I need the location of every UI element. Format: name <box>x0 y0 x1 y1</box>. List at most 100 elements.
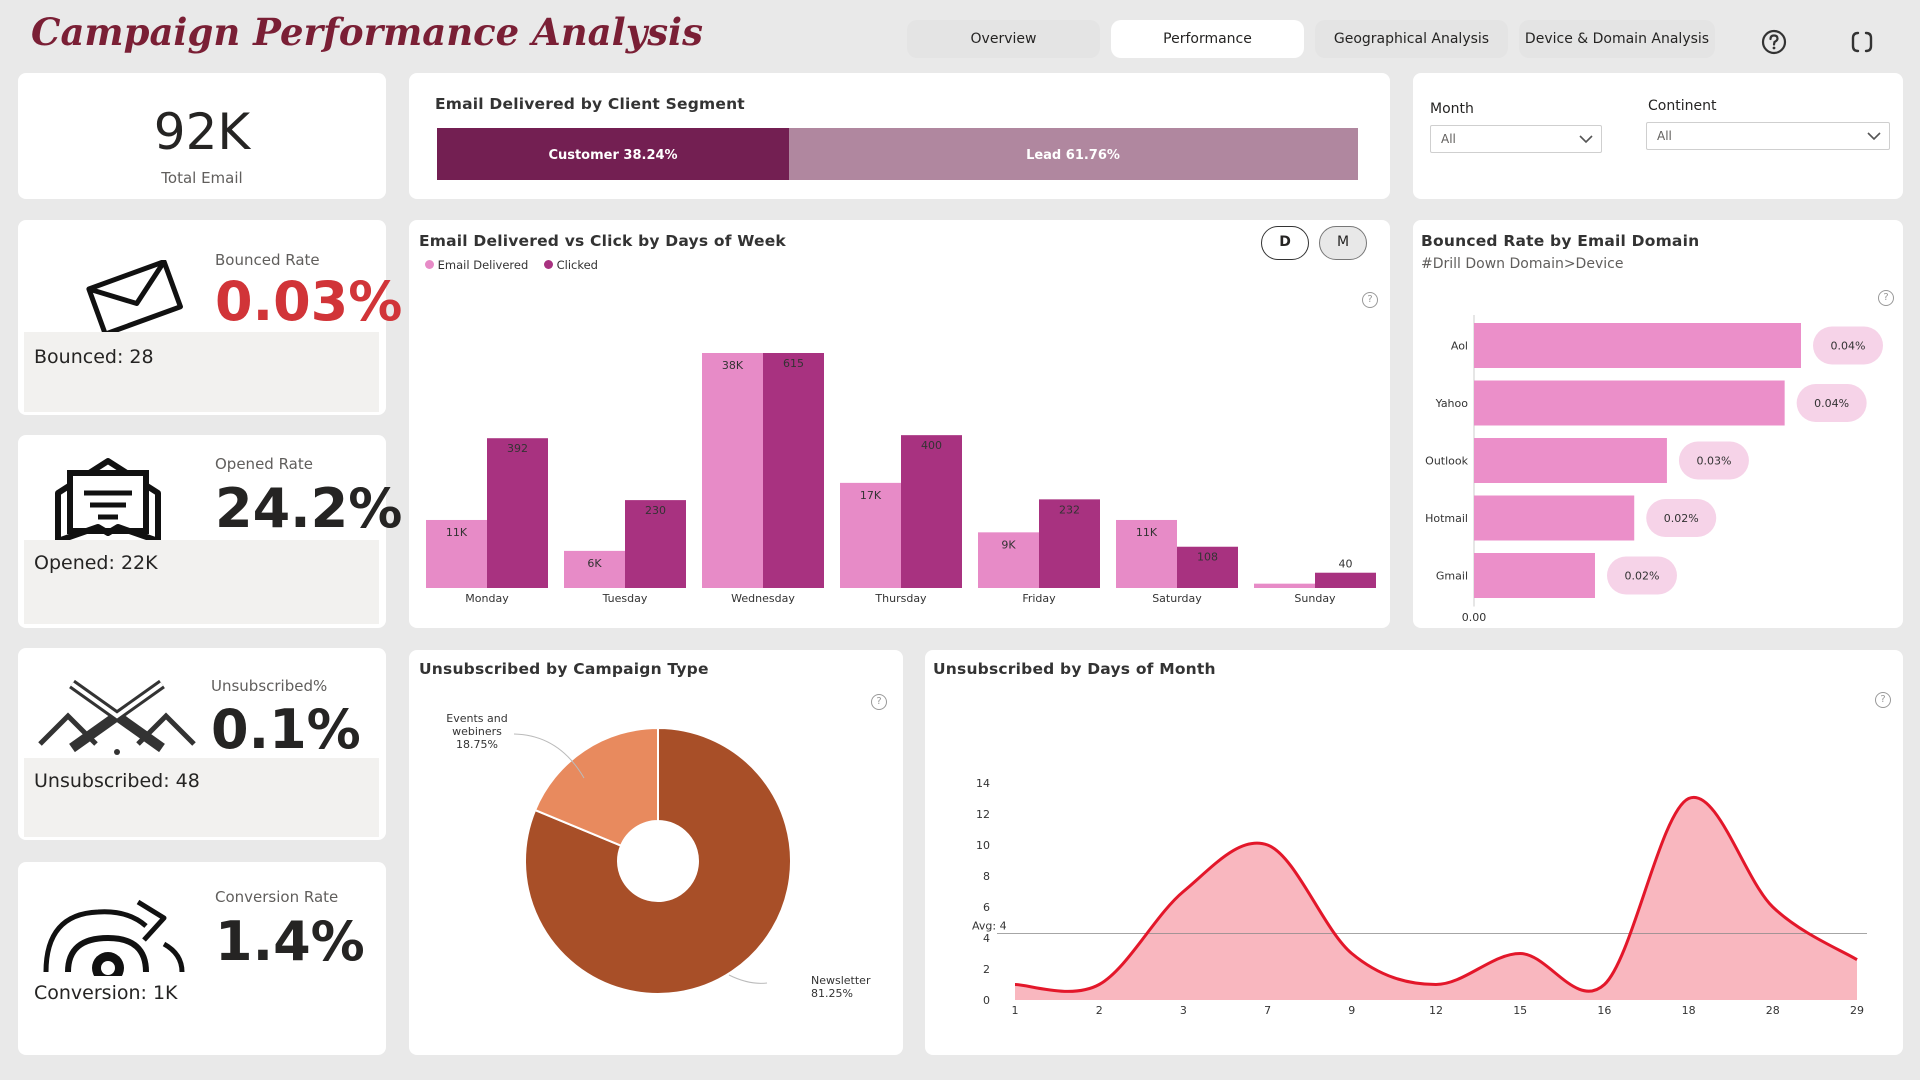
x-tick-label: 3 <box>1180 1004 1187 1017</box>
x-tick-label: 0.00 <box>1462 611 1487 624</box>
days-of-week-chart: 11K 392 Monday 6K 230 Tuesday 38K 615 Wednesday 1… <box>426 353 1376 605</box>
x-tick-label: Monday <box>465 592 509 605</box>
delivered-bar[interactable] <box>702 353 763 588</box>
clicked-bar[interactable] <box>1315 572 1376 588</box>
events-slice[interactable] <box>533 726 659 847</box>
chart-legend: Email Delivered Clicked <box>425 258 598 272</box>
domain-bar[interactable] <box>1474 380 1785 426</box>
y-tick-label: Outlook <box>1425 455 1468 468</box>
chevron-down-icon <box>1867 132 1881 141</box>
domain-data-label: 0.02% <box>1664 512 1699 525</box>
delivered-bar[interactable] <box>840 482 901 588</box>
y-tick-label: 8 <box>983 870 990 883</box>
delivered-bar[interactable] <box>1254 583 1315 588</box>
average-label: Avg: 4 <box>972 919 1007 932</box>
area-fill <box>1015 797 1857 1000</box>
x-tick-label: 7 <box>1264 1004 1271 1017</box>
y-tick-label: 2 <box>983 963 990 976</box>
help-icon[interactable]: ? <box>1875 692 1891 708</box>
segment-chart-card: Email Delivered by Client Segment Custom… <box>409 73 1390 199</box>
clicked-data-label: 400 <box>921 439 942 452</box>
filters-card: Month All Continent All <box>1413 73 1903 199</box>
delivered-bar[interactable] <box>564 550 625 588</box>
delivered-bar[interactable] <box>426 519 487 588</box>
tab-device-domain-analysis[interactable]: Device & Domain Analysis <box>1519 20 1715 58</box>
x-tick-label: Wednesday <box>731 592 795 605</box>
data-label-pill <box>1796 384 1867 422</box>
brackets-icon[interactable] <box>1848 28 1876 56</box>
domain-bar[interactable] <box>1474 553 1595 598</box>
y-tick-label: Aol <box>1451 340 1468 353</box>
conversion-count: Conversion: 1K <box>34 982 178 1004</box>
newsletter-slice[interactable] <box>524 726 792 995</box>
delivered-data-label: 17K <box>860 489 882 502</box>
delivered-data-label: 11K <box>1136 526 1158 539</box>
domain-bar[interactable] <box>1474 323 1801 368</box>
clicked-bar[interactable] <box>901 435 962 588</box>
continent-filter-dropdown[interactable]: All <box>1646 122 1890 150</box>
month-filter-dropdown[interactable]: All <box>1430 125 1602 153</box>
bounced-rate-label: Bounced Rate <box>215 251 320 269</box>
x-tick-label: 16 <box>1597 1004 1611 1017</box>
legend-delivered-dot <box>425 260 434 269</box>
clicked-bar[interactable] <box>487 438 548 588</box>
help-icon[interactable]: ? <box>871 694 887 710</box>
month-filter-value: All <box>1441 132 1456 146</box>
opened-rate-value: 24.2% <box>215 477 403 540</box>
clicked-data-label: 232 <box>1059 503 1080 516</box>
tab-overview[interactable]: Overview <box>907 20 1100 58</box>
toggle-m-button[interactable]: M <box>1319 226 1367 260</box>
data-label-pill <box>1646 499 1717 537</box>
days-of-week-chart-card: Email Delivered vs Click by Days of Week… <box>409 220 1390 628</box>
x-tick-label: 29 <box>1850 1004 1864 1017</box>
domain-bar[interactable] <box>1474 438 1667 483</box>
data-label-pill <box>1678 441 1749 480</box>
y-tick-label: 4 <box>983 932 990 945</box>
leader-line <box>728 974 768 984</box>
delivered-bar[interactable] <box>1116 519 1177 588</box>
x-tick-label: 1 <box>1012 1004 1019 1017</box>
month-filter-label: Month <box>1430 101 1474 117</box>
toggle-d-button[interactable]: D <box>1261 226 1309 260</box>
segment-chart: Customer 38.24% Lead 61.76% <box>437 128 1358 180</box>
question-circle-icon[interactable] <box>1760 28 1788 56</box>
delivered-bar[interactable] <box>978 532 1039 588</box>
y-tick-label: Yahoo <box>1435 397 1469 410</box>
clicked-bar[interactable] <box>1177 546 1238 588</box>
clicked-data-label: 392 <box>507 442 528 455</box>
clicked-bar[interactable] <box>763 353 824 588</box>
y-tick-label: 14 <box>976 777 990 790</box>
clicked-bar[interactable] <box>1039 499 1100 588</box>
clicked-bar[interactable] <box>625 500 686 588</box>
tab-geographical-analysis[interactable]: Geographical Analysis <box>1315 20 1508 58</box>
envelope-icon <box>86 260 183 332</box>
help-icon[interactable]: ? <box>1878 290 1894 306</box>
segment-label-lead: Lead 61.76% <box>1026 148 1120 163</box>
y-tick-label: 0 <box>983 994 990 1007</box>
help-icon[interactable]: ? <box>1362 292 1378 308</box>
domain-bar[interactable] <box>1474 495 1635 541</box>
y-tick-label: 12 <box>976 808 990 821</box>
domain-chart-subtitle: #Drill Down Domain>Device <box>1421 256 1624 272</box>
days-of-month-chart-title: Unsubscribed by Days of Month <box>933 660 1216 678</box>
continent-filter-value: All <box>1657 129 1672 143</box>
delivered-data-label: 6K <box>587 557 602 570</box>
clicked-data-label: 40 <box>1339 558 1353 571</box>
y-tick-label: 10 <box>976 839 990 852</box>
days-of-week-chart-title: Email Delivered vs Click by Days of Week <box>419 232 786 250</box>
legend-clicked-dot <box>543 260 553 269</box>
bounced-rate-value: 0.03% <box>215 270 403 333</box>
tab-performance[interactable]: Performance <box>1111 20 1304 58</box>
x-tick-label: Thursday <box>874 592 927 605</box>
clicked-data-label: 615 <box>783 357 804 370</box>
area-line[interactable] <box>1014 795 1858 993</box>
clicked-data-label: 230 <box>645 504 666 517</box>
data-label-pill <box>1606 556 1677 595</box>
domain-data-label: 0.04% <box>1831 340 1866 353</box>
days-of-month-chart-card: Unsubscribed by Days of Month ? 0 2 4 6 8 10 1… <box>925 650 1903 1055</box>
data-label-pill <box>1813 326 1883 365</box>
segment-bar-customer[interactable] <box>437 128 789 180</box>
segment-bar-lead[interactable] <box>789 128 1358 180</box>
newsletter-data-label: 81.25% <box>811 987 853 1000</box>
